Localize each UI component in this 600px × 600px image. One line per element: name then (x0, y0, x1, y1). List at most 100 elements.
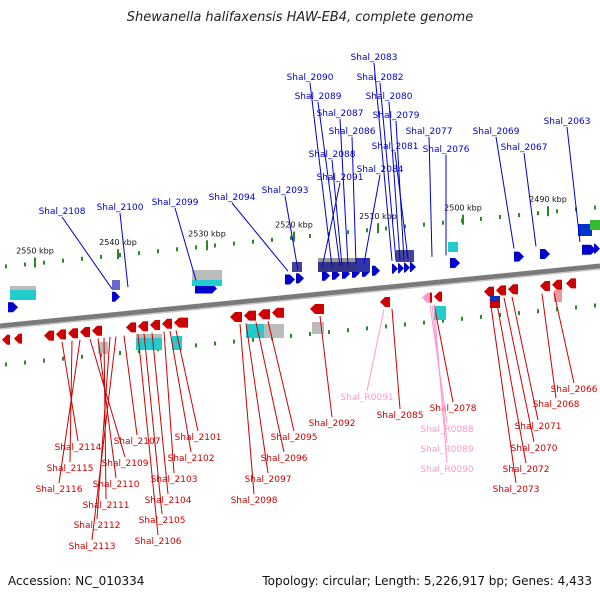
reverse-gene-detail (136, 334, 162, 338)
reverse-gene-arrow (56, 329, 66, 340)
forward-gene-arrow (322, 270, 330, 281)
reverse-gene-label: Shal_2116 (36, 485, 83, 495)
forward-gene-detail (448, 242, 458, 252)
reverse-gene-arrow (14, 333, 22, 344)
rna-gene-leader (366, 309, 385, 392)
reverse-gene-detail (264, 324, 284, 338)
reverse-gene-arrow (162, 318, 172, 329)
forward-gene-detail (192, 280, 222, 286)
forward-gene-arrow (112, 291, 120, 302)
reverse-gene-arrow (258, 309, 270, 320)
forward-gene-label: Shal_2077 (406, 127, 453, 137)
forward-gene-detail (112, 280, 120, 290)
reverse-gene-leader (89, 338, 126, 458)
accession-text: Accession: NC_010334 (8, 574, 145, 588)
forward-gene-arrow (8, 302, 18, 313)
forward-gene-label: Shal_2079 (373, 111, 420, 121)
topology-text: Topology: circular; Length: 5,226,917 bp… (262, 574, 592, 588)
reverse-gene-leader (255, 322, 285, 453)
reverse-gene-arrow (44, 330, 54, 341)
forward-gene-detail (578, 224, 592, 236)
reverse-gene-leader (245, 323, 269, 474)
reverse-gene-detail (490, 302, 500, 308)
reverse-gene-arrow (126, 322, 136, 333)
reverse-gene-arrow (230, 312, 242, 322)
reverse-gene-label: Shal_2111 (83, 501, 130, 511)
reverse-gene-label: Shal_2085 (377, 411, 424, 421)
reverse-gene-arrow (68, 328, 78, 339)
reverse-gene-arrow (310, 304, 324, 314)
reverse-gene-label: Shal_2073 (493, 485, 540, 495)
forward-gene-label: Shal_2100 (97, 203, 144, 213)
forward-gene-label: Shal_2088 (309, 150, 356, 160)
reverse-gene-label: Shal_2107 (114, 437, 161, 447)
reverse-gene-leader (163, 331, 175, 474)
reverse-gene-leader (137, 334, 159, 536)
reverse-gene-leader (61, 341, 79, 442)
reverse-gene-arrow (244, 310, 256, 321)
forward-gene-arrow (285, 274, 295, 285)
forward-gene-label: Shal_2067 (501, 143, 548, 153)
forward-gene-arrow (540, 249, 550, 259)
reverse-gene-arrow (150, 320, 160, 330)
forward-gene-label: Shal_2108 (39, 207, 86, 217)
forward-gene-detail (396, 250, 414, 262)
forward-gene-leader (428, 136, 433, 257)
forward-gene-arrow (404, 262, 410, 273)
reverse-gene-leader (151, 332, 169, 495)
reverse-gene-label: Shal_2114 (55, 443, 102, 453)
forward-gene-label: Shal_2083 (351, 53, 398, 63)
rna-gene-arrow (422, 292, 430, 303)
reverse-gene-label: Shal_2071 (515, 422, 562, 432)
forward-gene-leader (339, 118, 349, 266)
reverse-gene-arrow (380, 297, 390, 307)
forward-gene-label: Shal_2080 (366, 92, 413, 102)
forward-gene-detail (10, 286, 36, 290)
reverse-gene-label: Shal_2110 (93, 480, 140, 490)
reverse-gene-detail (172, 336, 182, 350)
forward-gene-leader (119, 212, 129, 288)
reverse-gene-leader (495, 298, 527, 464)
forward-gene-label: Shal_2086 (329, 127, 376, 137)
reverse-gene-label: Shal_2102 (168, 454, 215, 464)
forward-gene-label: Shal_2091 (317, 173, 364, 183)
scale-label: 2500 kbp (444, 204, 482, 213)
forward-gene-leader (523, 152, 537, 247)
reverse-gene-label: Shal_2109 (102, 459, 149, 469)
rna-gene-label: Shal_R0090 (420, 465, 473, 475)
forward-gene-leader (309, 82, 333, 267)
forward-gene-label: Shal_2094 (209, 193, 256, 203)
genome-backbone-shadow (0, 268, 600, 330)
reverse-gene-label: Shal_2070 (511, 444, 558, 454)
reverse-gene-leader (433, 304, 454, 403)
reverse-gene-detail (434, 306, 446, 320)
reverse-gene-arrow (508, 284, 518, 295)
forward-gene-arrow (332, 269, 340, 280)
forward-gene-arrow (392, 263, 398, 274)
rna-gene-label: Shal_R0091 (340, 393, 393, 403)
reverse-gene-leader (239, 323, 255, 495)
forward-gene-label: Shal_2069 (473, 127, 520, 137)
forward-gene-leader (331, 159, 343, 266)
reverse-gene-label: Shal_2105 (139, 516, 186, 526)
reverse-gene-leader (96, 336, 111, 520)
forward-gene-label: Shal_2063 (544, 117, 591, 127)
reverse-gene-leader (503, 297, 535, 443)
reverse-gene-label: Shal_2092 (309, 419, 356, 429)
reverse-gene-detail (554, 290, 562, 302)
reverse-gene-leader (489, 298, 517, 484)
forward-gene-arrow (582, 244, 596, 255)
forward-gene-arrow (410, 262, 416, 272)
reverse-gene-detail (246, 324, 264, 338)
reverse-gene-leader (97, 338, 117, 479)
forward-gene-leader (566, 126, 581, 243)
reverse-gene-leader (58, 339, 81, 484)
reverse-gene-label: Shal_2115 (47, 464, 94, 474)
genome-backbone (0, 263, 600, 329)
reverse-gene-label: Shal_2066 (551, 385, 598, 395)
forward-gene-leader (394, 151, 409, 260)
reverse-gene-label: Shal_2101 (175, 433, 222, 443)
reverse-gene-arrow (92, 325, 102, 336)
reverse-gene-arrow (484, 286, 494, 297)
reverse-gene-arrow (552, 279, 562, 290)
